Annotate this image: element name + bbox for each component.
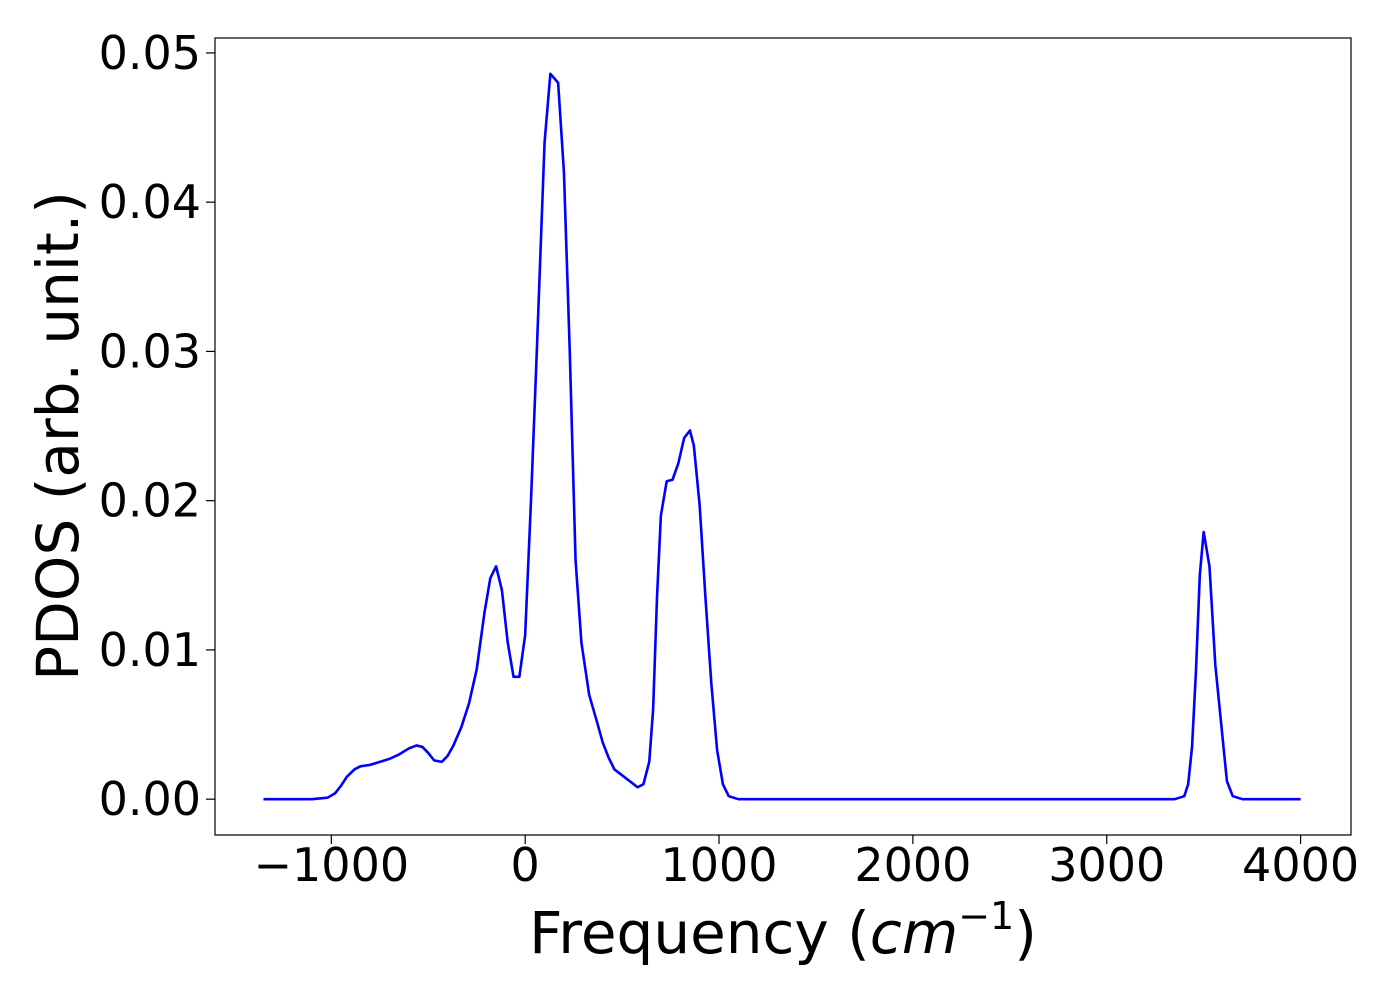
x-tick-label: 0 bbox=[511, 838, 540, 892]
series-layer bbox=[263, 72, 1301, 801]
x-axis-ticks: −1000 0 1000 2000 3000 4000 bbox=[254, 835, 1359, 892]
x-tick-label: 4000 bbox=[1242, 838, 1359, 892]
y-axis-ticks: 0.00 0.01 0.02 0.03 0.04 0.05 bbox=[99, 26, 215, 826]
plot-area bbox=[214, 37, 1352, 836]
y-tick-label: 0.05 bbox=[99, 26, 201, 80]
x-tick-label: 1000 bbox=[660, 838, 777, 892]
x-axis-label: Frequency (cm−1) bbox=[529, 894, 1037, 967]
x-tick-label: 2000 bbox=[854, 838, 971, 892]
y-tick-label: 0.01 bbox=[99, 623, 201, 677]
y-axis-label: PDOS (arb. unit.) bbox=[24, 191, 92, 681]
y-tick-label: 0.03 bbox=[99, 324, 201, 378]
y-tick-label: 0.02 bbox=[99, 474, 201, 528]
x-tick-label: −1000 bbox=[254, 838, 410, 892]
x-tick-label: 3000 bbox=[1048, 838, 1165, 892]
y-tick-label: 0.00 bbox=[99, 772, 201, 826]
pdos-series-line bbox=[263, 72, 1301, 801]
y-tick-label: 0.04 bbox=[99, 175, 201, 229]
